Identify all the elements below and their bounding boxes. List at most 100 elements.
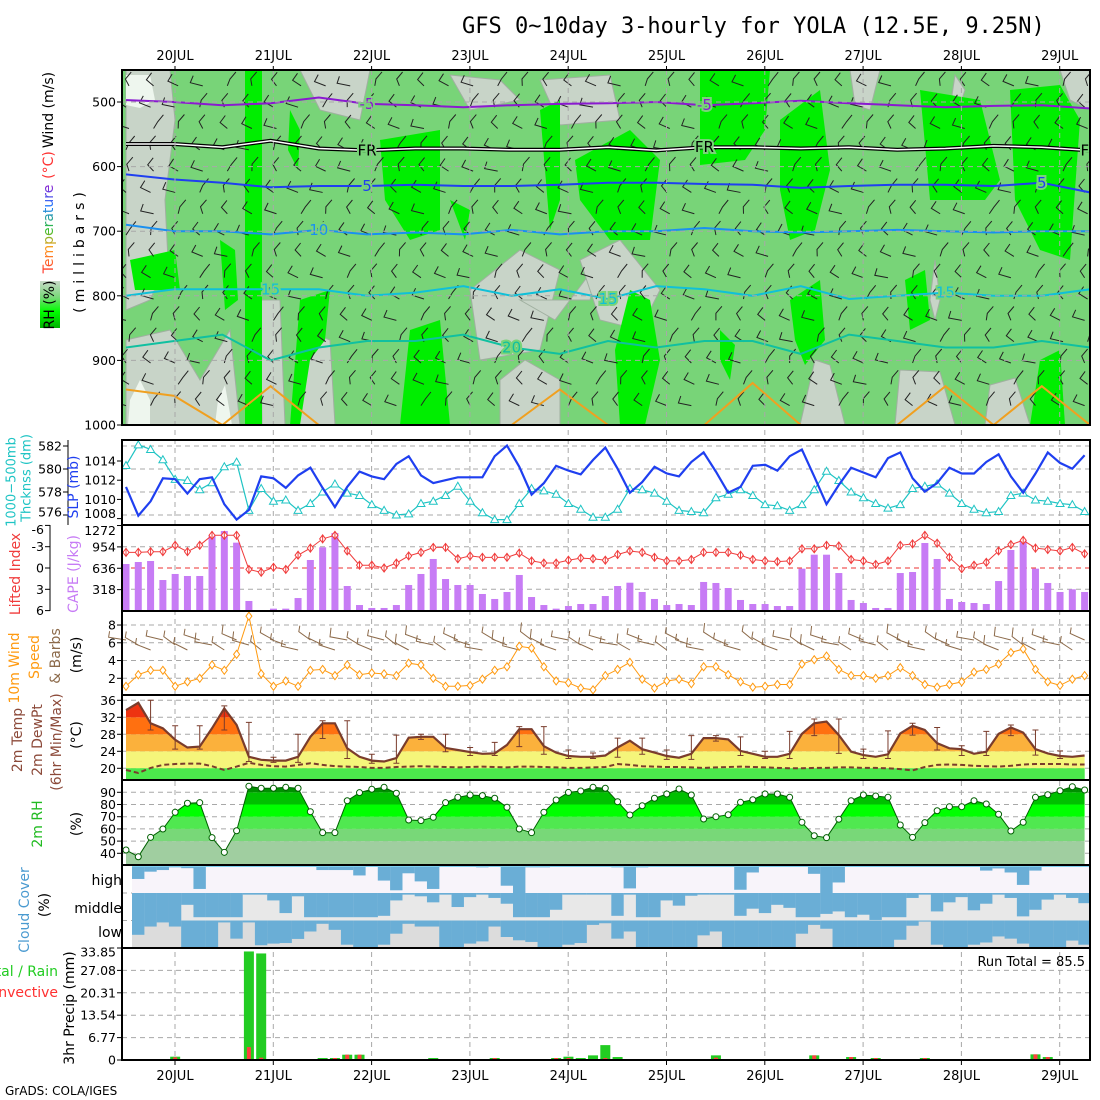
cloud-low-bar <box>685 920 698 948</box>
slp-line <box>124 443 1086 522</box>
surface-wind-barb <box>751 631 766 646</box>
thickness-point <box>649 488 660 497</box>
surface-wind-barb <box>221 624 237 641</box>
wind-barb <box>300 114 310 129</box>
wind-barb <box>337 160 351 172</box>
cloud-middle-bar <box>132 893 145 921</box>
wind-barb <box>521 327 533 342</box>
wind-speed-point <box>196 673 204 684</box>
cape-bar <box>970 603 978 611</box>
cape-bar <box>945 598 953 611</box>
wind-barb <box>398 327 408 342</box>
p4-label-2: Speed <box>27 635 43 679</box>
wind-barb <box>285 96 299 108</box>
cape-bar <box>122 564 130 611</box>
rh-point <box>466 791 474 799</box>
wind-barb <box>609 221 618 236</box>
rh-point <box>823 834 831 842</box>
wind-barb <box>320 391 328 406</box>
cloud-high-bar <box>746 866 759 873</box>
li-point <box>884 556 892 566</box>
wind-barb <box>545 242 552 257</box>
wind-barb <box>244 370 253 385</box>
date-label-bottom: 28JUL <box>943 1069 981 1084</box>
cloud-high-bar <box>623 866 636 889</box>
wind-barb <box>150 306 159 321</box>
li-tick-label: 0 <box>36 561 44 576</box>
thickness-point <box>981 507 992 517</box>
p7-label-2: (%) <box>37 893 53 917</box>
li-point <box>822 540 831 551</box>
rh-point <box>319 829 327 837</box>
temp-minmax-bar <box>909 722 916 736</box>
temp-minmax-bar <box>811 718 818 737</box>
wind-barb <box>816 327 825 342</box>
surface-wind-barb <box>250 635 262 651</box>
li-point <box>306 543 314 553</box>
li-point <box>613 549 622 560</box>
rh-point <box>896 821 904 829</box>
panel-frame-p4 <box>121 610 1091 696</box>
thickness-point <box>772 500 783 510</box>
wind-barb <box>1026 245 1039 257</box>
thickness-point <box>538 485 549 495</box>
wind-barb <box>199 92 208 108</box>
wind-barb <box>865 199 875 214</box>
rh-point <box>294 784 302 792</box>
wind-barb <box>1029 391 1037 406</box>
cape-bar <box>1081 591 1089 611</box>
thickness-point <box>735 484 746 494</box>
wind-barb <box>874 352 889 364</box>
cape-bar <box>614 586 622 611</box>
li-point <box>257 567 265 578</box>
wind-barb <box>469 114 477 129</box>
cloud-low-bar <box>402 920 415 924</box>
surface-wind-barb <box>481 626 495 641</box>
wind-barb <box>492 199 499 215</box>
cloud-high-bar <box>820 866 833 893</box>
rh-point <box>356 789 364 797</box>
wind-speed-point <box>896 662 904 673</box>
precip-tick-label: 20.31 <box>80 985 116 1000</box>
rh-point <box>503 803 511 811</box>
wind-speed-point <box>786 679 794 690</box>
wind-speed-point <box>405 658 413 669</box>
li-point <box>196 540 204 551</box>
surface-wind-barb <box>194 632 213 646</box>
cloud-high-bar <box>377 866 391 881</box>
cape-bar <box>724 588 732 611</box>
rh-point <box>392 789 400 797</box>
cloud-high-label: high <box>91 873 122 889</box>
wind-barb <box>808 263 815 279</box>
wind-barb <box>734 328 744 343</box>
temp-minmax-bar <box>172 725 179 750</box>
surface-wind-barb <box>654 635 668 651</box>
cloud-low-bar <box>795 920 809 934</box>
li-tick-label: 3 <box>36 582 44 597</box>
wind-barb <box>534 202 548 215</box>
rh-point <box>810 832 818 840</box>
wind-barb <box>755 245 769 257</box>
wind-barb <box>939 242 949 257</box>
wind-barb <box>397 156 405 172</box>
thickness-point <box>760 499 770 509</box>
date-label-top: 24JUL <box>550 49 588 64</box>
wind-barb <box>219 115 228 129</box>
temp-band <box>126 702 1085 718</box>
thickness-point <box>993 506 1004 516</box>
p8-label-2: Convective <box>0 985 58 1001</box>
cloud-middle-bar <box>402 893 415 895</box>
wind-barb <box>457 352 471 364</box>
cloud-low-bar <box>316 920 329 924</box>
p5-label-4: (°C) <box>69 721 85 749</box>
cloud-low-bar <box>463 920 477 944</box>
cape-bar <box>171 573 179 611</box>
surface-wind-barb <box>384 630 397 646</box>
li-point <box>1056 546 1064 556</box>
surface-wind-barb <box>519 622 532 641</box>
wind-speed-point <box>257 669 265 679</box>
thickness-point <box>637 484 648 494</box>
wind-barb <box>852 351 864 364</box>
li-point <box>208 530 216 541</box>
cape-bar <box>442 579 450 611</box>
